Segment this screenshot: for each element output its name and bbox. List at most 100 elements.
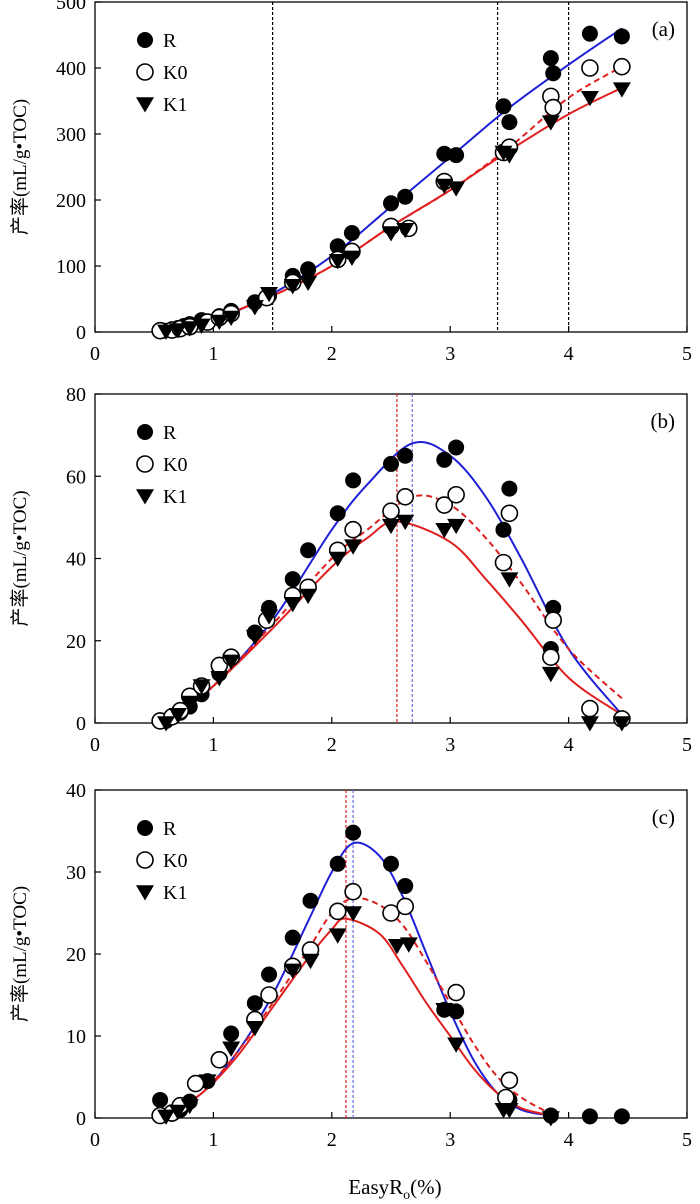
y-tick-label: 200	[56, 190, 86, 212]
data-point	[436, 145, 453, 162]
legend-label-k0: K0	[163, 850, 187, 872]
data-point	[180, 1098, 199, 1115]
data-point	[447, 1037, 466, 1053]
legend-label-k1: K1	[163, 94, 187, 116]
data-point	[382, 226, 400, 242]
data-point	[344, 539, 363, 555]
data-point	[300, 542, 317, 559]
x-tick-label: 1	[208, 734, 218, 756]
data-point	[299, 588, 318, 605]
y-tick-label: 0	[76, 1108, 86, 1130]
x-tick-label: 0	[90, 1129, 100, 1151]
x-tick-label: 1	[208, 1129, 218, 1151]
data-point	[397, 877, 414, 894]
data-point	[328, 253, 347, 270]
x-tick-label: 4	[564, 1129, 574, 1151]
legend-marker-k0	[136, 63, 154, 81]
data-point	[613, 1108, 630, 1125]
data-point	[387, 939, 406, 955]
data-point	[260, 609, 279, 625]
legend-marker-r	[137, 32, 153, 48]
data-point	[345, 824, 362, 841]
data-point	[198, 1074, 217, 1090]
y-tick-label: 300	[56, 124, 86, 146]
data-point	[192, 679, 211, 695]
series-r	[152, 824, 630, 1125]
legend-marker-k0	[136, 455, 154, 473]
data-point	[186, 1074, 205, 1093]
x-tick-label: 5	[682, 1129, 692, 1151]
data-point	[396, 514, 415, 531]
data-point	[501, 114, 518, 131]
data-point	[447, 181, 466, 197]
x-tick-label: 4	[564, 734, 574, 756]
y-axis-label: 产率(mL/g•TOC)	[9, 99, 31, 235]
y-axis-label: 产率(mL/g•TOC)	[9, 490, 31, 626]
chart-panel-3: 0 10 20 30 40 0 1 2 3 4 5 产率(mL/g•TOC) (c) R K0 K1	[9, 780, 692, 1151]
data-point	[396, 897, 415, 916]
x-tick-label: 3	[445, 734, 455, 756]
legend-label-r: R	[163, 30, 177, 52]
data-point	[344, 906, 363, 922]
data-point	[397, 188, 414, 205]
plot-frame	[94, 1, 688, 333]
legend-label-r: R	[163, 422, 177, 444]
data-point	[157, 324, 176, 340]
y-tick-label: 30	[66, 862, 86, 884]
y-tick-label: 400	[56, 58, 86, 80]
data-point	[435, 496, 454, 514]
x-label-subscript: o	[403, 1188, 410, 1203]
data-point	[168, 323, 187, 339]
data-point	[495, 98, 512, 115]
data-point	[542, 648, 560, 667]
data-point	[168, 1104, 187, 1120]
data-point	[329, 505, 346, 522]
data-point	[328, 902, 347, 921]
legend-marker-k1	[136, 489, 154, 505]
fit-line-r	[165, 441, 623, 724]
data-point	[436, 451, 453, 468]
x-tick-label: 3	[445, 343, 455, 365]
data-point	[500, 572, 519, 588]
y-tick-label: 500	[56, 0, 86, 14]
y-tick-label: 0	[76, 322, 86, 344]
data-point	[581, 59, 599, 77]
x-tick-label: 2	[327, 343, 337, 365]
series-k1	[157, 82, 631, 340]
data-point	[157, 1109, 176, 1125]
data-point	[612, 716, 631, 732]
legend: R K0 K1	[136, 30, 187, 116]
x-tick-label: 2	[327, 734, 337, 756]
data-point	[222, 310, 241, 327]
data-point	[500, 1071, 519, 1090]
data-point	[500, 1103, 519, 1119]
data-point	[435, 522, 454, 539]
data-point	[544, 611, 563, 629]
data-point	[223, 1025, 240, 1042]
legend-marker-r	[137, 820, 153, 836]
data-point	[382, 904, 400, 922]
data-point	[245, 300, 264, 316]
data-point	[157, 716, 176, 732]
data-point	[344, 520, 362, 539]
data-point	[542, 50, 559, 67]
plot-frame	[94, 789, 688, 1119]
data-point	[343, 225, 360, 241]
data-point	[344, 882, 362, 901]
series-k1	[157, 906, 560, 1127]
data-point	[541, 666, 560, 683]
data-point	[283, 963, 302, 979]
data-point	[448, 439, 465, 456]
data-point	[283, 596, 302, 613]
data-point	[399, 937, 418, 953]
data-point	[301, 953, 320, 970]
data-point	[210, 1050, 229, 1069]
data-point	[180, 321, 199, 337]
data-point	[245, 1021, 264, 1037]
fit-line-r	[165, 841, 552, 1117]
panel-label: (a)	[652, 17, 675, 41]
chart-panel-1: 0 100 200 300 400 500 0 1 2 3 4 5 产率(mL/g•TOC) (a) R K0…	[9, 0, 692, 365]
data-point	[328, 928, 347, 944]
data-point	[581, 699, 599, 718]
